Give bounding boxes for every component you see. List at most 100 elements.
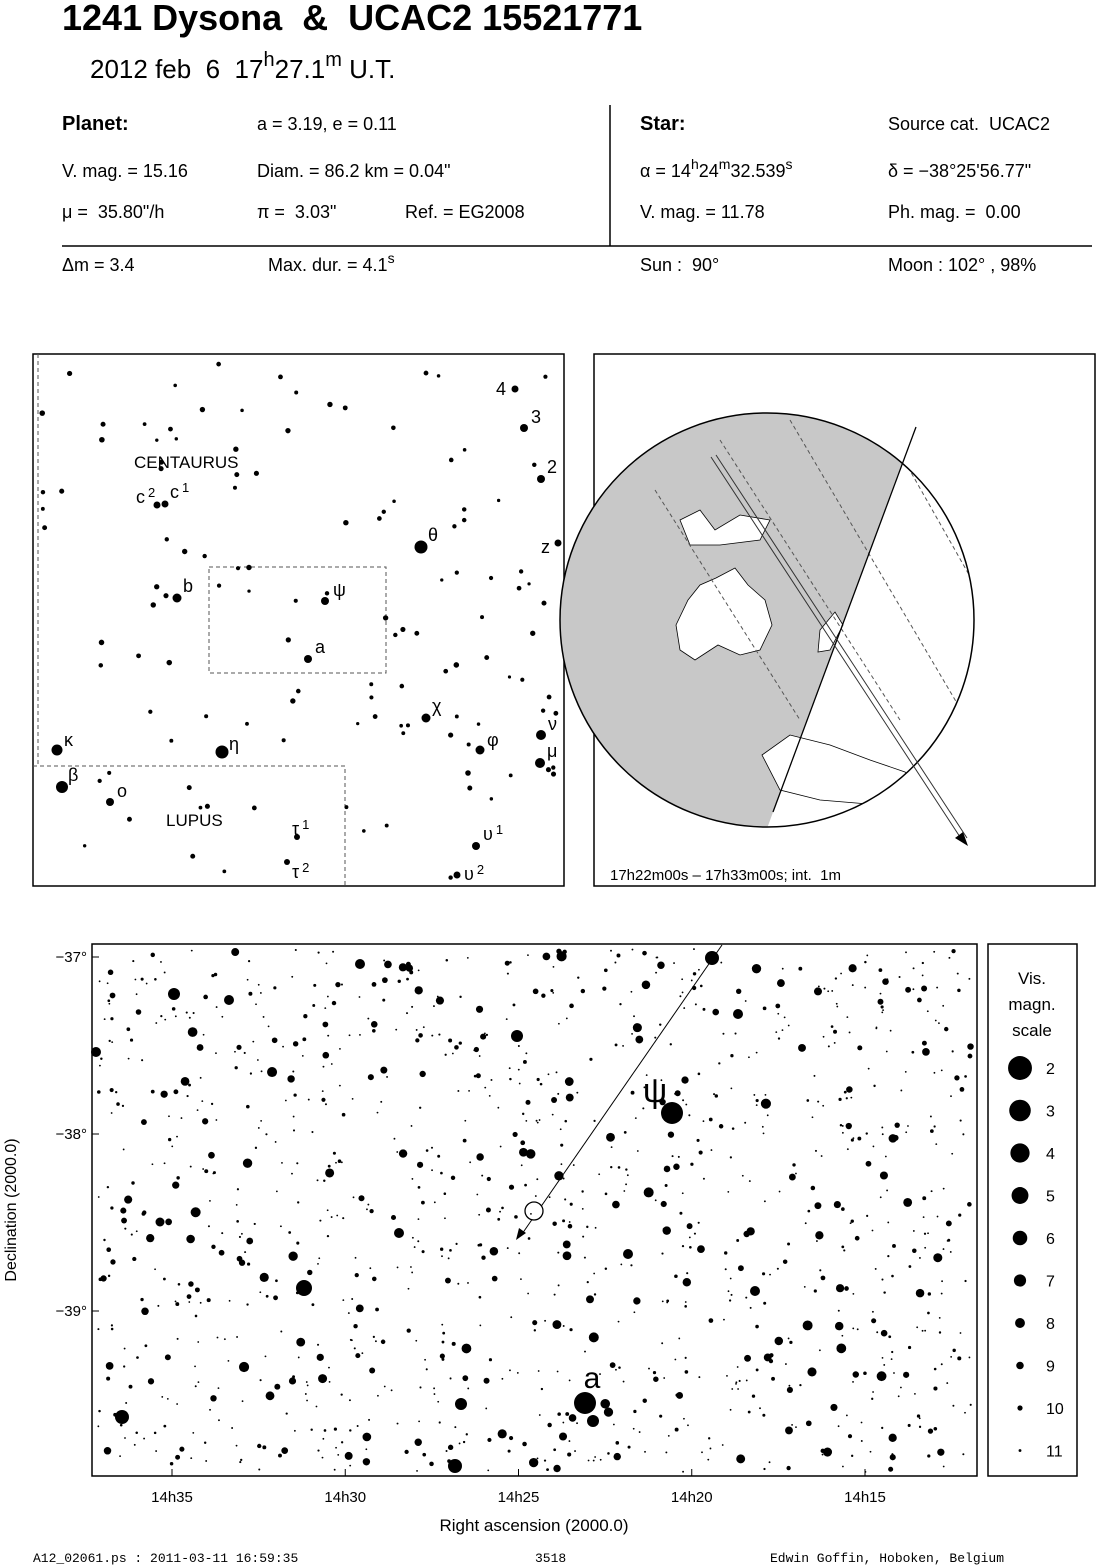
field-star — [598, 1173, 601, 1176]
field-star — [850, 1219, 854, 1223]
field-star — [339, 1047, 341, 1050]
field-star — [702, 1007, 706, 1011]
field-star — [697, 1221, 700, 1224]
field-star — [457, 1282, 460, 1285]
background-star — [136, 653, 141, 659]
field-star — [417, 1186, 421, 1189]
field-star — [653, 1376, 659, 1382]
background-star — [66, 370, 73, 377]
field-star — [297, 1356, 300, 1359]
background-star — [400, 626, 406, 633]
field-star — [599, 1458, 602, 1461]
background-star — [488, 575, 494, 581]
field-star — [912, 967, 915, 970]
field-star — [433, 1387, 436, 1390]
field-star — [411, 1236, 414, 1239]
star-label-index: 1 — [182, 480, 189, 495]
field-star — [99, 1064, 101, 1067]
field-star — [890, 1358, 893, 1361]
field-star — [242, 1158, 253, 1168]
field-star — [529, 1457, 539, 1468]
field-star — [317, 1343, 320, 1346]
field-star — [317, 1449, 320, 1452]
field-star — [485, 1407, 488, 1410]
field-star — [559, 1432, 568, 1441]
field-star — [818, 1349, 821, 1352]
field-star — [316, 1353, 324, 1361]
field-star — [959, 1332, 962, 1334]
background-star — [164, 537, 169, 542]
field-star — [504, 960, 510, 966]
field-star — [97, 1196, 100, 1198]
background-star — [253, 470, 259, 476]
background-star — [222, 869, 227, 874]
field-star — [140, 977, 144, 981]
field-star — [431, 1169, 433, 1172]
field-star — [110, 1327, 114, 1331]
field-star — [525, 1149, 536, 1159]
field-star — [98, 980, 101, 983]
field-star — [724, 1251, 728, 1255]
background-star — [246, 564, 252, 571]
field-star — [951, 1050, 954, 1053]
field-star — [933, 1253, 943, 1263]
target-star — [524, 1201, 544, 1221]
field-star — [265, 1133, 268, 1136]
background-star — [342, 405, 348, 411]
field-star — [699, 984, 703, 988]
field-star — [257, 1127, 260, 1129]
field-star — [942, 1465, 945, 1468]
field-star — [949, 1251, 952, 1253]
field-star — [217, 1387, 220, 1390]
field-star — [164, 1018, 167, 1021]
field-star — [279, 1225, 282, 1228]
field-star — [615, 1441, 620, 1445]
field-star — [905, 986, 912, 993]
field-star — [441, 1255, 443, 1258]
background-star — [545, 767, 551, 773]
named-star — [161, 500, 169, 508]
y-tick-label: −38° — [56, 1126, 87, 1143]
field-star — [259, 1291, 262, 1294]
field-star — [497, 1217, 501, 1221]
field-star — [762, 1413, 766, 1417]
field-star — [281, 1161, 283, 1164]
field-star — [885, 1050, 888, 1053]
field-star — [551, 1113, 554, 1116]
field-star — [745, 1379, 748, 1382]
field-star — [820, 1155, 823, 1157]
field-star — [958, 1213, 962, 1217]
field-star — [422, 1026, 425, 1029]
field-star — [713, 1093, 716, 1096]
field-star — [933, 1386, 938, 1391]
field-star — [849, 1222, 852, 1225]
bright-star — [155, 1217, 165, 1227]
field-star — [336, 1214, 339, 1217]
info-cell: μ = 35.80"/h — [62, 202, 164, 222]
field-star — [930, 1190, 933, 1193]
field-star — [852, 1293, 855, 1295]
info-cell: Ref. = EG2008 — [405, 202, 525, 222]
legend-label: 10 — [1046, 1401, 1064, 1418]
field-star — [871, 1397, 874, 1400]
field-star — [330, 1216, 333, 1219]
field-star — [175, 1302, 180, 1307]
field-star — [321, 1090, 324, 1093]
field-star — [354, 1256, 357, 1259]
named-star — [536, 730, 546, 740]
field-star — [518, 1252, 521, 1255]
field-star — [942, 1187, 945, 1190]
field-star — [889, 1454, 896, 1461]
field-star — [581, 1190, 584, 1193]
field-star — [962, 1133, 965, 1136]
legend-marker — [1017, 1405, 1023, 1411]
field-star — [247, 960, 251, 963]
star-label-text: β — [68, 765, 78, 785]
field-star — [852, 1327, 855, 1330]
field-star — [814, 1149, 817, 1152]
field-star — [380, 1066, 388, 1074]
background-star — [216, 361, 221, 367]
field-star — [499, 1210, 501, 1213]
field-star — [410, 1125, 413, 1127]
field-star — [174, 1015, 177, 1018]
